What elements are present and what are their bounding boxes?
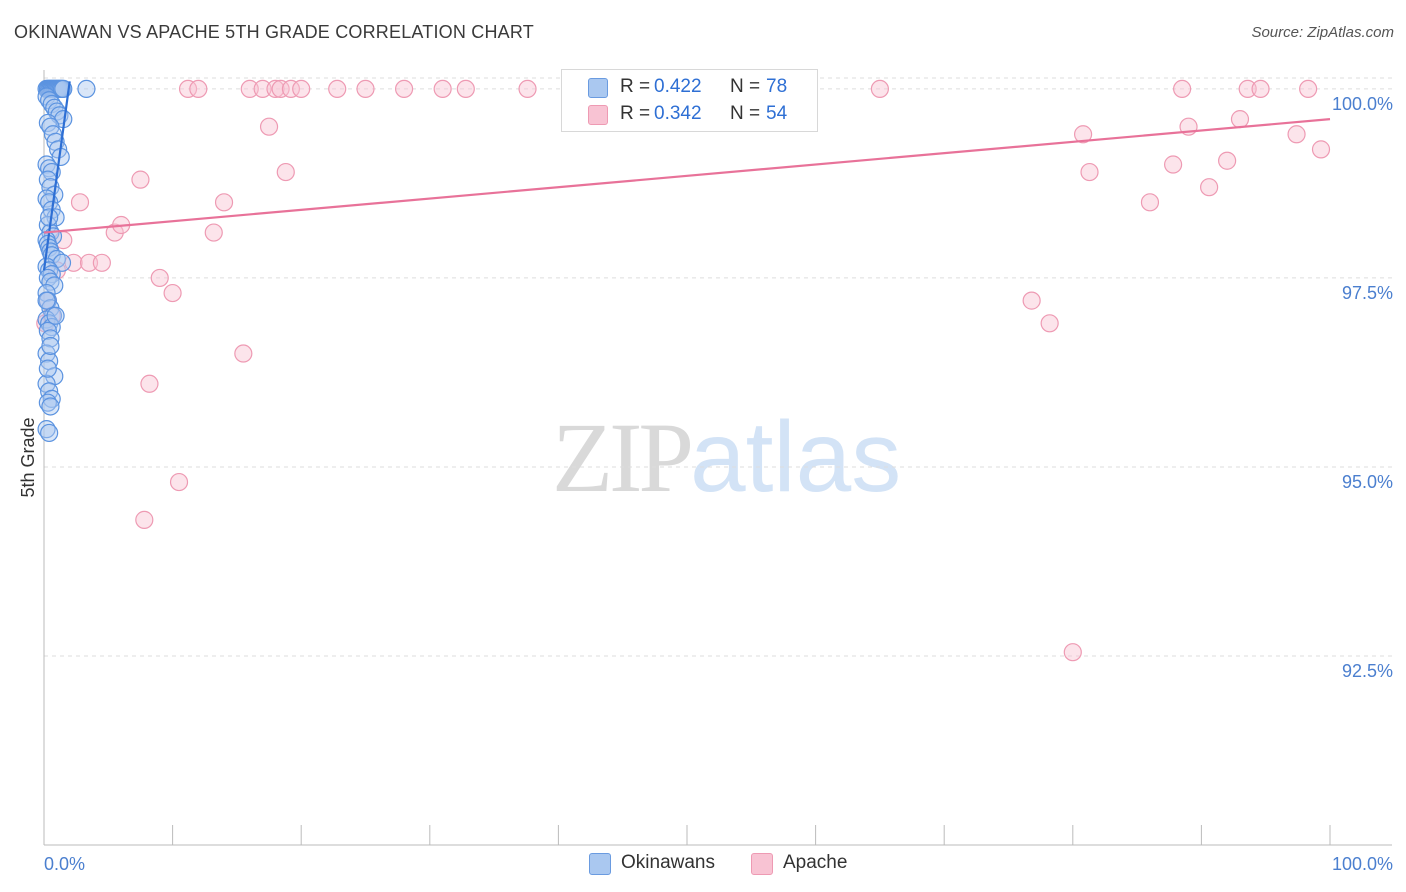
data-point (1063, 643, 1082, 662)
data-point (234, 344, 253, 363)
apache-legend-label: Apache (783, 852, 848, 873)
x-tick-label: 0.0% (44, 854, 85, 874)
data-point (1173, 79, 1192, 99)
data-point (266, 79, 285, 99)
data-point (135, 510, 154, 529)
data-point (41, 397, 60, 416)
data-point (37, 283, 56, 303)
data-point (1251, 79, 1270, 99)
data-point (41, 336, 60, 356)
data-point (292, 79, 311, 99)
r-value: 0.342 (654, 103, 702, 124)
apache-legend-swatch (751, 853, 773, 875)
n-value: 54 (766, 103, 788, 124)
axis-labels: 92.5% 95.0% 97.5% 100.0% 0.0% 100.0% 5th Grade (18, 94, 1393, 874)
okinawans-legend-label: Okinawans (621, 852, 715, 873)
x-tick-label: 100.0% (1332, 854, 1393, 874)
data-point (518, 79, 537, 99)
data-point (1218, 151, 1237, 170)
data-point (253, 79, 272, 99)
data-point (178, 79, 198, 99)
gridlines (44, 77, 1392, 657)
data-point (433, 79, 452, 99)
data-point (70, 193, 90, 212)
data-point (92, 253, 111, 272)
data-point (40, 208, 59, 227)
data-point (394, 79, 414, 99)
okinawan-points (37, 79, 96, 443)
okinawans-swatch (588, 78, 608, 98)
y-tick-label: 92.5% (1342, 661, 1393, 681)
watermark-atlas: atlas (690, 401, 902, 513)
data-point (456, 79, 475, 99)
data-point (169, 472, 189, 492)
y-tick-label: 100.0% (1332, 94, 1393, 114)
y-tick-label: 97.5% (1342, 283, 1393, 303)
data-point (77, 79, 96, 99)
n-label: N = (730, 76, 761, 97)
r-label: R = (620, 76, 651, 97)
data-point (163, 283, 182, 303)
data-point (204, 223, 223, 242)
data-point (870, 79, 890, 99)
source-credit: Source: ZipAtlas.com (1251, 24, 1394, 41)
data-point (1230, 110, 1250, 129)
data-point (276, 162, 295, 182)
data-point (281, 79, 301, 99)
trend-lines (42, 81, 1331, 271)
apache-points (36, 79, 1331, 662)
data-point (214, 193, 234, 212)
data-point (1040, 314, 1059, 333)
data-point (356, 79, 375, 99)
watermark-zip: ZIP (552, 402, 694, 513)
data-point (79, 253, 99, 272)
data-point (105, 223, 124, 242)
data-point (46, 306, 65, 325)
y-axis-label: 5th Grade (18, 417, 38, 497)
data-point (1311, 140, 1331, 159)
data-point (1200, 178, 1219, 197)
data-point (189, 79, 208, 99)
data-point (1238, 79, 1257, 99)
data-point (38, 359, 57, 378)
stats-legend: R = 0.422 N = 78 R = 0.342 N = 54 (561, 69, 818, 132)
data-point (40, 423, 59, 443)
data-point (1140, 193, 1160, 212)
n-value: 78 (766, 76, 788, 97)
data-point (37, 291, 56, 310)
data-point (131, 170, 150, 189)
data-point (1022, 291, 1041, 310)
legend-row-okinawans: R = 0.422 N = 78 (562, 74, 817, 100)
data-point (1080, 162, 1099, 182)
okinawans-legend-swatch (589, 853, 611, 875)
apache-swatch (588, 105, 608, 125)
r-value: 0.422 (654, 76, 702, 97)
data-point (1164, 155, 1183, 174)
data-point (45, 276, 64, 295)
zipatlas-watermark: ZIPatlas (552, 400, 901, 515)
y-tick-label: 95.0% (1342, 472, 1393, 492)
axes (43, 70, 1392, 846)
data-point (1287, 125, 1306, 144)
trend-line (43, 118, 1331, 234)
data-point (328, 79, 347, 99)
data-point (41, 329, 60, 348)
data-point (1299, 79, 1318, 99)
data-point (1073, 125, 1093, 144)
data-point (259, 117, 279, 136)
legend-row-apache: R = 0.342 N = 54 (562, 101, 817, 127)
data-point (140, 374, 159, 393)
chart-title: OKINAWAN VS APACHE 5TH GRADE CORRELATION… (14, 22, 534, 42)
r-label: R = (620, 103, 651, 124)
trend-line (42, 81, 71, 271)
data-point (150, 268, 169, 288)
n-label: N = (730, 103, 761, 124)
data-point (271, 79, 290, 99)
data-point (240, 79, 259, 99)
